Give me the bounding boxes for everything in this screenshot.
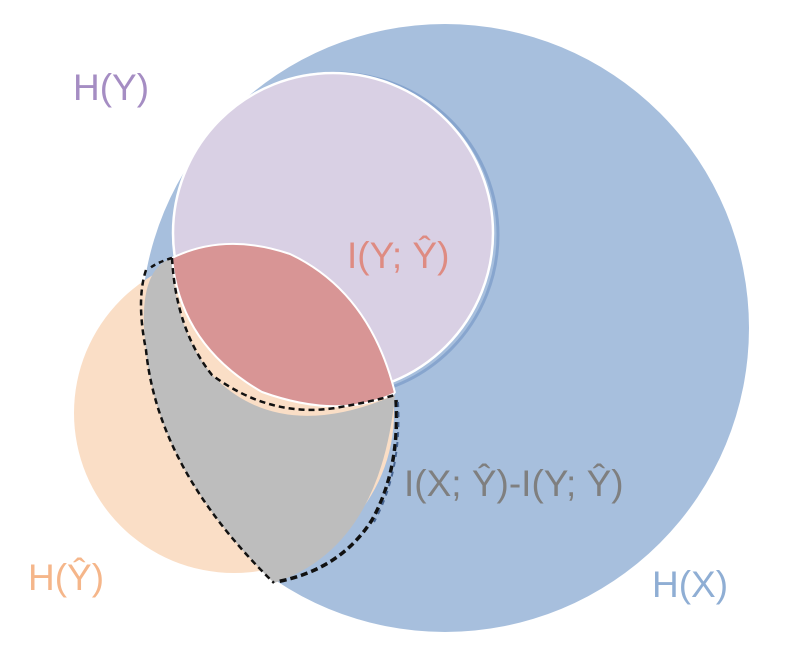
i-x-minus-label: I(X; Ŷ)-I(Y; Ŷ) [404,463,624,504]
dashed-outline-right [275,399,399,584]
dashed-outline-inner [170,257,396,412]
i-y-yhat-label: I(Y; Ŷ) [347,235,449,276]
dashed-outline-right-blue [373,401,400,523]
i-y-yhat-region [172,243,395,407]
h-yhat-label: H(Ŷ) [28,557,104,598]
h-y-lower-arc [171,257,396,408]
h-yhat-upper-arc [171,243,396,394]
h-x-label: H(X) [652,564,728,605]
dashed-outline-left-inner [149,256,173,270]
h-y-label: H(Y) [73,67,149,108]
i-x-minus-region [143,258,395,583]
